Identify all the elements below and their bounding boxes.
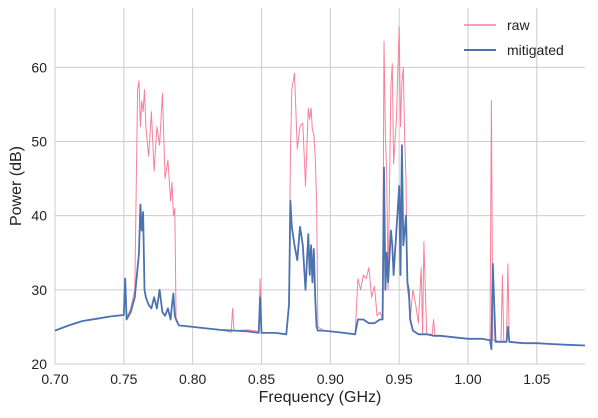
x-tick-label: 1.05 [523,371,550,387]
y-tick-label: 20 [31,356,47,372]
series-line-mitigated [54,144,586,351]
legend: raw mitigated [464,17,564,58]
y-tick-labels: 20 30 40 50 60 [31,59,47,372]
x-tick-label: 0.70 [41,371,68,387]
x-tick-label: 1.00 [454,371,481,387]
x-tick-label: 0.85 [248,371,275,387]
x-tick-label: 0.90 [317,371,344,387]
x-axis-label: Frequency (GHz) [259,389,382,406]
x-tick-label: 0.75 [110,371,137,387]
y-tick-label: 50 [31,134,47,150]
legend-label-raw: raw [507,17,530,33]
x-tick-label: 0.80 [179,371,206,387]
x-tick-labels: 0.70 0.75 0.80 0.85 0.90 0.95 1.00 1.05 [41,371,550,387]
y-tick-label: 40 [31,208,47,224]
series-mitigated [54,144,586,351]
legend-label-mitigated: mitigated [507,42,564,58]
y-tick-label: 30 [31,282,47,298]
x-tick-label: 0.95 [386,371,413,387]
y-axis-label: Power (dB) [8,146,25,226]
plot-background [55,8,585,364]
y-tick-label: 60 [31,59,47,75]
